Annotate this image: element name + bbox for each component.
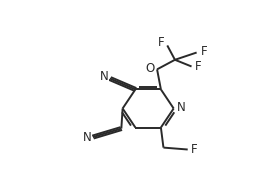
- Text: N: N: [176, 101, 185, 114]
- Text: F: F: [191, 143, 198, 156]
- Text: N: N: [83, 131, 92, 144]
- Text: N: N: [100, 70, 109, 83]
- Text: F: F: [195, 60, 202, 73]
- Text: F: F: [200, 45, 207, 58]
- Text: F: F: [158, 36, 165, 49]
- Text: O: O: [145, 62, 155, 75]
